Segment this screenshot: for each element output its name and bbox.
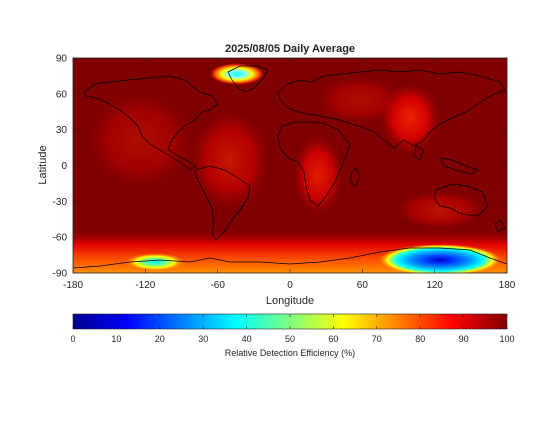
hotspot-south-america	[190, 110, 270, 210]
y-tick-label: -60	[53, 233, 68, 244]
hotspot-southern-africa	[293, 135, 343, 215]
hotspot-indian-ocean	[395, 190, 485, 230]
x-tick-label: 120	[426, 280, 443, 291]
feature-antarctic-east	[378, 244, 502, 273]
feature-antarctic-west	[125, 253, 185, 271]
coastline-north-america	[83, 75, 219, 171]
colorbar-tick-label: 60	[328, 334, 338, 344]
plot-frame	[72, 57, 508, 274]
colorbar-tick-label: 100	[499, 334, 514, 344]
feature-greenland	[209, 63, 265, 85]
colorbar-tick-label: 20	[155, 334, 165, 344]
coastline-madagascar	[349, 167, 361, 187]
x-tick-label: 180	[499, 280, 516, 291]
x-tick-label: 0	[287, 280, 293, 291]
heatmap-field	[73, 58, 507, 273]
chart-title: 2025/08/05 Daily Average	[225, 43, 355, 55]
colorbar-tick-label: 90	[459, 334, 469, 344]
y-tick-label: 90	[56, 54, 68, 65]
coastline-africa	[277, 121, 351, 207]
y-tick-label: -90	[53, 269, 68, 280]
hotspot-central-asia	[315, 75, 405, 125]
colorbar-tick-label: 0	[70, 334, 75, 344]
coastline-greenland	[227, 65, 269, 93]
colorbar-tick-label: 40	[242, 334, 252, 344]
coastline-australia	[433, 183, 489, 217]
coastline-south-america	[194, 165, 251, 241]
x-tick-label: -180	[63, 280, 83, 291]
y-tick-label: 30	[56, 125, 68, 136]
y-tick-label: 0	[61, 161, 67, 172]
coastlines	[73, 65, 507, 269]
y-axis-title: Latitude	[37, 145, 49, 184]
x-tick-label: 60	[357, 280, 369, 291]
colorbar-ticks: 0 10 20 30 40 50 60 70 80 90 100	[70, 314, 515, 344]
coastline-indonesia	[439, 157, 479, 175]
coastline-antarctica	[73, 247, 507, 269]
colorbar-tick-label: 10	[111, 334, 121, 344]
x-axis-title: Longitude	[266, 295, 314, 307]
x-tick-label: -120	[135, 280, 155, 291]
x-tick-labels: -180 -120 -60 0 60 120 180	[63, 280, 516, 291]
y-tick-label: -30	[53, 197, 68, 208]
hotspot-americas	[85, 90, 195, 190]
colorbar-tick-label: 70	[372, 334, 382, 344]
colorbar-tick-label: 30	[198, 334, 208, 344]
y-tick-labels: 90 60 30 0 -30 -60 -90	[53, 54, 68, 280]
x-tick-label: -60	[210, 280, 225, 291]
coastline-new-zealand	[494, 219, 506, 233]
y-tick-label: 60	[56, 89, 68, 100]
coastline-eurasia	[277, 69, 506, 149]
colorbar-label: Relative Detection Efficiency (%)	[225, 348, 355, 358]
colorbar-tick-label: 50	[285, 334, 295, 344]
colorbar-tick-label: 80	[415, 334, 425, 344]
coastline-india	[413, 145, 425, 161]
